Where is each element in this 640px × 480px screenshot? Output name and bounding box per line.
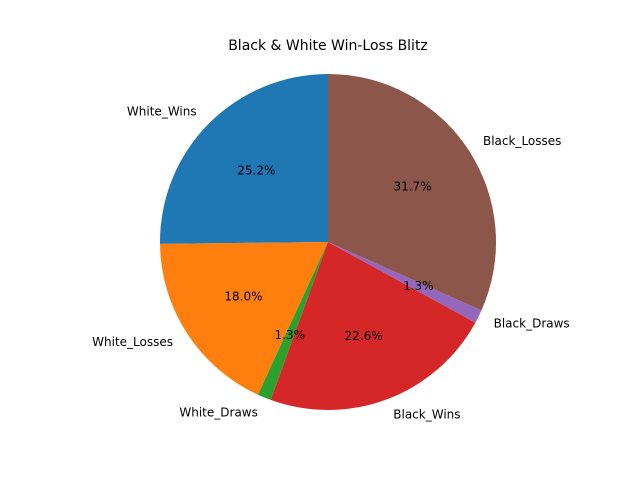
slice-label-white-losses: White_Losses	[92, 335, 173, 349]
pie-slice-white-losses	[160, 242, 328, 395]
pct-label-white-draws: 1.3%	[275, 328, 306, 342]
slice-label-white-draws: White_Draws	[179, 405, 258, 419]
pct-label-white-wins: 25.2%	[237, 164, 275, 178]
pie-labels: White_Wins 25.2% White_Losses 18.0% White_Dr…	[92, 105, 570, 422]
slice-label-black-draws: Black_Draws	[494, 317, 570, 331]
pie-slice-black-losses	[328, 74, 497, 311]
slice-label-white-wins: White_Wins	[127, 105, 197, 119]
pie-slice-white-draws	[257, 242, 328, 400]
pie-slices	[159, 74, 497, 411]
pie-slice-black-wins	[270, 242, 476, 411]
pie-slice-white-wins	[159, 74, 328, 244]
slice-label-black-wins: Black_Wins	[393, 407, 460, 421]
pct-label-black-losses: 31.7%	[393, 180, 431, 194]
pie-slice-black-draws	[328, 242, 482, 323]
pct-label-white-losses: 18.0%	[224, 289, 262, 303]
chart-title: Black & White Win-Loss Blitz	[228, 38, 428, 54]
pct-label-black-draws: 1.3%	[403, 279, 434, 293]
slice-label-black-losses: Black_Losses	[483, 134, 561, 148]
pct-label-black-wins: 22.6%	[345, 329, 383, 343]
